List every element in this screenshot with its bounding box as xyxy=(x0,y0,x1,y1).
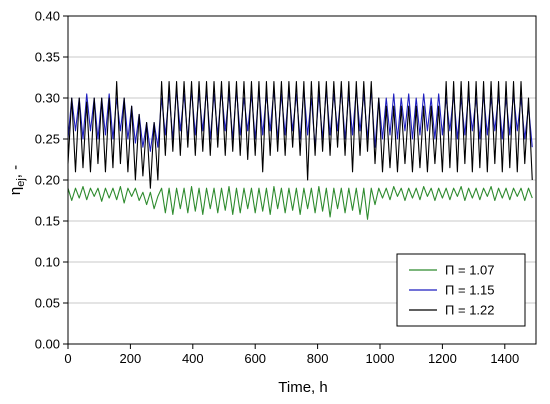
series-line xyxy=(67,186,533,220)
x-tick-label: 0 xyxy=(64,351,71,366)
x-tick-label: 1400 xyxy=(490,351,519,366)
y-tick-label: 0.05 xyxy=(35,296,60,311)
x-tick-label: 600 xyxy=(244,351,266,366)
legend-label: Π = 1.07 xyxy=(445,263,495,278)
y-label-symbol: η xyxy=(7,187,24,195)
legend-label: Π = 1.22 xyxy=(445,303,495,318)
y-tick-label: 0.00 xyxy=(35,337,60,352)
y-tick-label: 0.40 xyxy=(35,9,60,24)
x-tick-label: 1200 xyxy=(428,351,457,366)
y-tick-label: 0.30 xyxy=(35,91,60,106)
y-axis-label: ηej, - xyxy=(7,165,27,195)
y-label-subscript: ej xyxy=(15,178,27,187)
y-tick-label: 0.20 xyxy=(35,173,60,188)
plot-frame xyxy=(67,15,537,345)
legend-label: Π = 1.15 xyxy=(445,283,495,298)
x-tick-label: 800 xyxy=(307,351,329,366)
x-tick-label: 1000 xyxy=(366,351,395,366)
y-tick-label: 0.10 xyxy=(35,255,60,270)
y-tick-label: 0.25 xyxy=(35,132,60,147)
y-label-suffix: , - xyxy=(7,165,24,178)
y-tick-label: 0.35 xyxy=(35,50,60,65)
x-axis-label: Time, h xyxy=(278,379,327,396)
series-line xyxy=(67,81,533,189)
y-tick-label: 0.15 xyxy=(35,214,60,229)
x-tick-label: 200 xyxy=(120,351,142,366)
x-tick-label: 400 xyxy=(182,351,204,366)
